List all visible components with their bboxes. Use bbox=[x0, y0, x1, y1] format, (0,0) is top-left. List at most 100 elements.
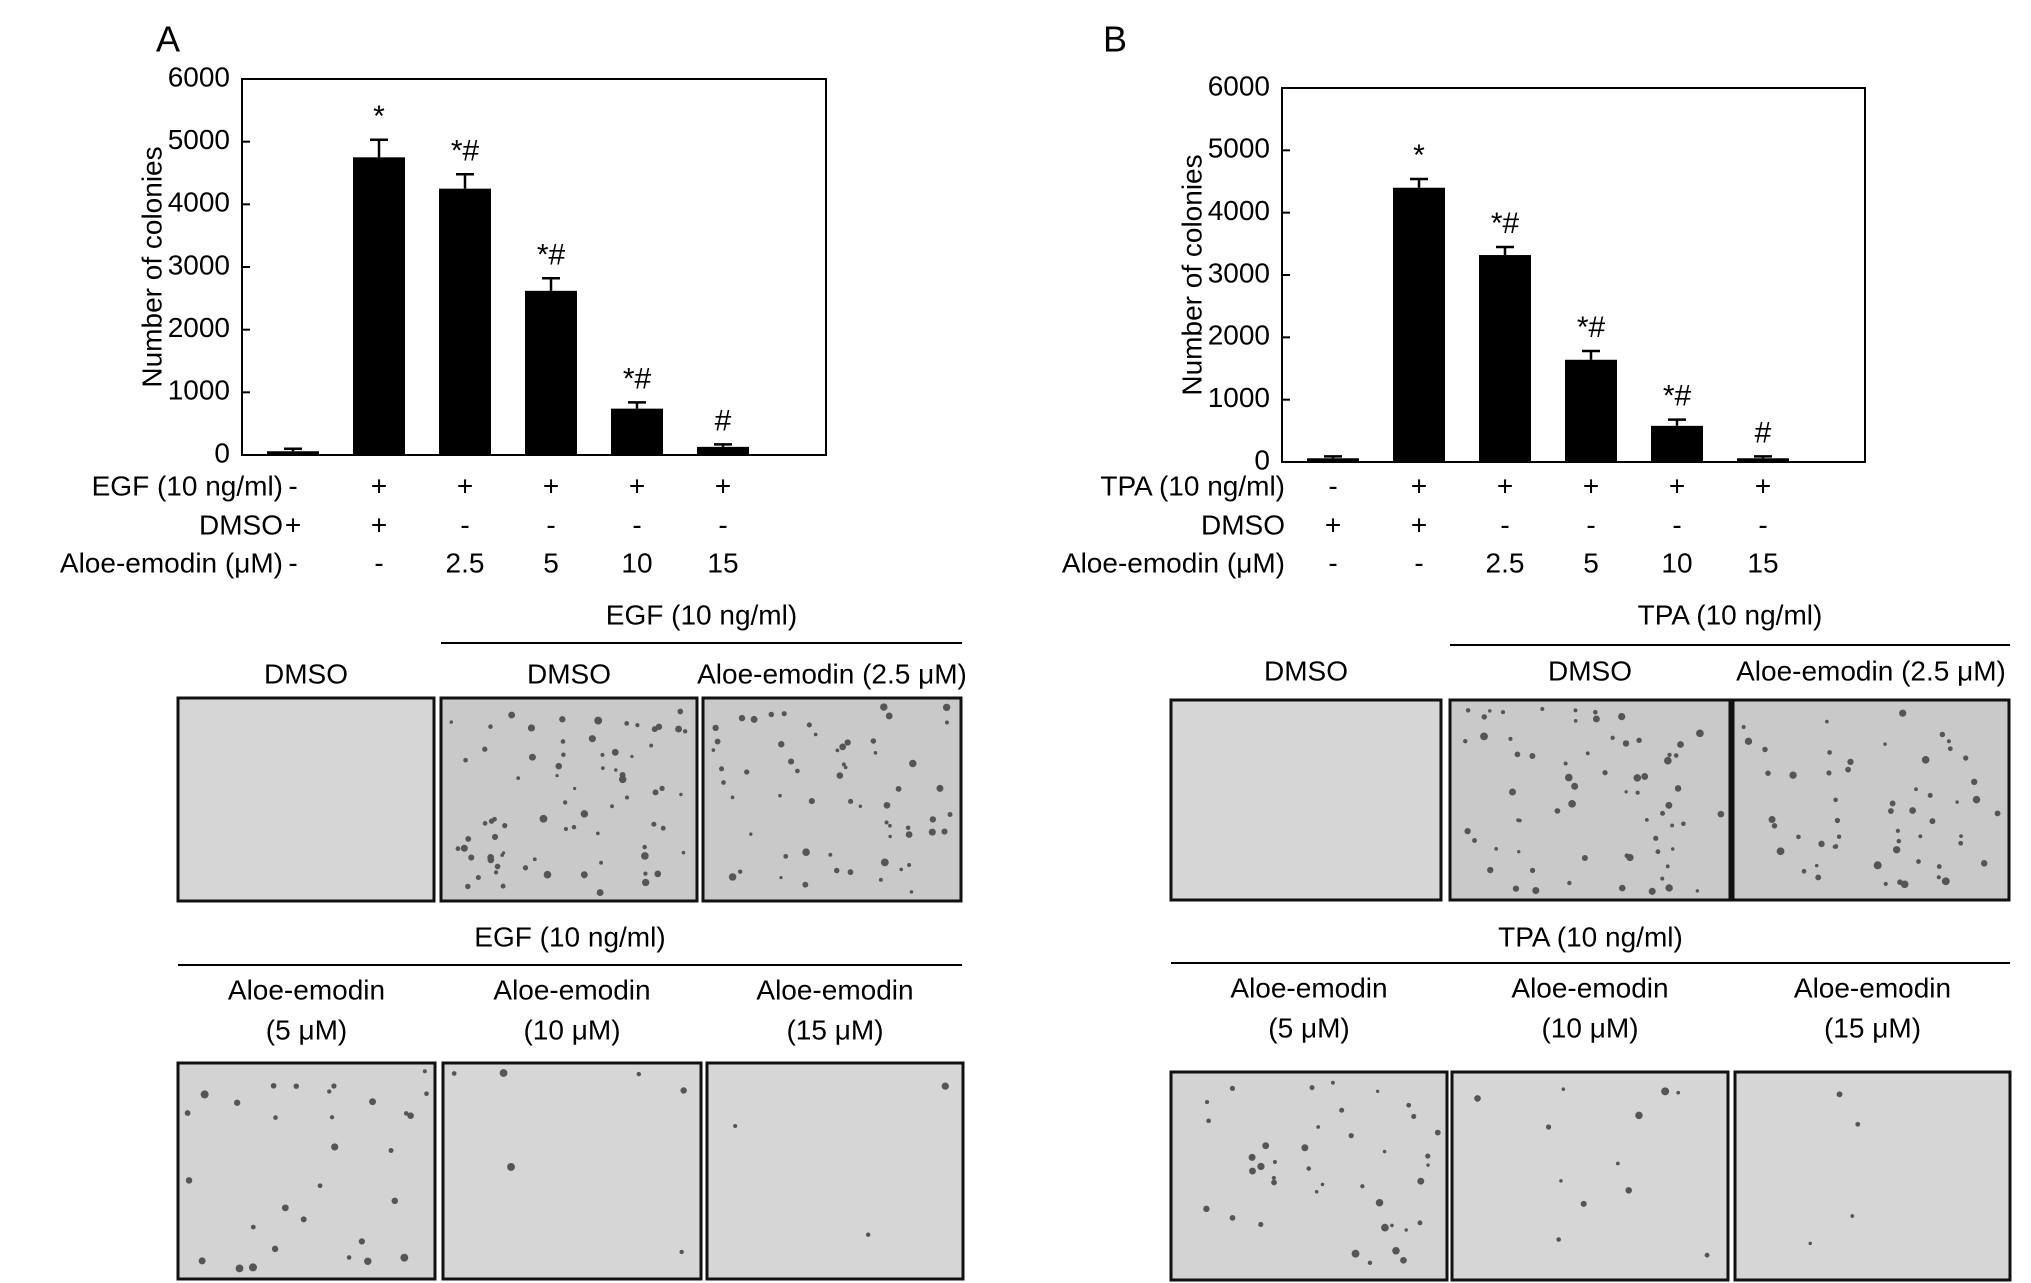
treatment-cell: 15 bbox=[1747, 547, 1778, 578]
colony-dot bbox=[711, 748, 716, 752]
colony-dot bbox=[880, 858, 889, 867]
significance-mark: *# bbox=[1491, 207, 1520, 240]
y-tick-label: 3000 bbox=[1208, 257, 1270, 288]
colony-dot bbox=[482, 821, 488, 826]
micrograph-image bbox=[701, 696, 963, 903]
y-tick-label: 1000 bbox=[168, 375, 230, 406]
colony-dot bbox=[346, 1255, 352, 1260]
colony-dot bbox=[1592, 709, 1598, 715]
colony-dot bbox=[1771, 823, 1778, 829]
colony-dot bbox=[1660, 810, 1666, 816]
colony-dot bbox=[235, 1264, 244, 1273]
colony-dot bbox=[781, 711, 787, 717]
image-label: (15 μM) bbox=[786, 1014, 883, 1045]
treatment-cell: + bbox=[371, 470, 387, 501]
colony-dot bbox=[618, 775, 627, 784]
colony-dot bbox=[1914, 787, 1918, 792]
colony-dot bbox=[1855, 1121, 1861, 1127]
colony-dot bbox=[1580, 1200, 1587, 1207]
treatment-cell: - bbox=[1758, 509, 1767, 540]
colony-dot bbox=[635, 723, 640, 728]
colony-dot bbox=[1681, 821, 1686, 827]
treatment-cell: + bbox=[1583, 470, 1599, 501]
treatment-cell: - bbox=[460, 509, 469, 540]
colony-dot bbox=[1971, 778, 1978, 786]
colony-dot bbox=[488, 724, 493, 729]
image-label: Aloe-emodin (2.5 μM) bbox=[697, 658, 967, 689]
colony-dot bbox=[883, 801, 891, 809]
colony-dot bbox=[1610, 735, 1615, 740]
colony-dot bbox=[588, 735, 596, 743]
colony-dot bbox=[1921, 756, 1930, 764]
colony-dot bbox=[936, 784, 944, 792]
colony-dot bbox=[1585, 751, 1590, 756]
colony-dot bbox=[1301, 1144, 1309, 1152]
colony-dot bbox=[1762, 746, 1768, 753]
colony-dot bbox=[1717, 810, 1725, 818]
colony-dot bbox=[270, 1082, 277, 1089]
colony-dot bbox=[1673, 753, 1679, 758]
colony-dot bbox=[559, 716, 566, 723]
colony-dot bbox=[1641, 773, 1649, 780]
colony-dot bbox=[778, 741, 785, 748]
colony-dot bbox=[1271, 1175, 1276, 1181]
colony-dot bbox=[1564, 773, 1573, 782]
colony-dot bbox=[788, 758, 795, 765]
colony-dot bbox=[331, 1143, 339, 1151]
colony-dot bbox=[677, 708, 684, 715]
colony-dot bbox=[1883, 881, 1888, 886]
colony-dot bbox=[1508, 736, 1513, 741]
significance-mark: *# bbox=[537, 238, 566, 271]
colony-dot bbox=[1545, 1124, 1552, 1130]
colony-dot bbox=[460, 844, 468, 852]
colony-dot bbox=[516, 776, 521, 781]
treatment-cell: 15 bbox=[707, 547, 738, 578]
colony-dot bbox=[1676, 1090, 1681, 1095]
y-axis-label: Number of colonies bbox=[1176, 154, 1207, 395]
colony-dot bbox=[651, 821, 657, 827]
y-axis-label: Number of colonies bbox=[136, 146, 167, 387]
treatment-cell: + bbox=[1411, 509, 1427, 540]
treatment-cell: 10 bbox=[1661, 547, 1692, 578]
colony-dot bbox=[250, 1224, 256, 1230]
bar bbox=[697, 446, 749, 455]
treatment-cell: - bbox=[1328, 470, 1337, 501]
y-tick-label: 4000 bbox=[1208, 195, 1270, 226]
colony-dot bbox=[778, 793, 782, 798]
colony-dot bbox=[833, 867, 840, 874]
colony-dot bbox=[532, 857, 537, 862]
colony-dot bbox=[682, 729, 688, 734]
colony-dot bbox=[1488, 709, 1492, 713]
bar bbox=[611, 408, 663, 455]
treatment-row-label: DMSO bbox=[1201, 509, 1285, 540]
treatment-row-label: Aloe-emodin (μM) bbox=[1062, 547, 1285, 578]
colony-dot bbox=[1481, 714, 1487, 720]
colony-dot bbox=[391, 1197, 399, 1205]
bar bbox=[1737, 458, 1789, 462]
colony-dot bbox=[493, 870, 499, 875]
colony-dot bbox=[1563, 761, 1568, 766]
image-row-header: EGF (10 ng/ml) bbox=[606, 599, 797, 630]
colony-dot bbox=[488, 818, 495, 824]
treatment-cell: - bbox=[1586, 509, 1595, 540]
treatment-cell: - bbox=[632, 509, 641, 540]
colony-dot bbox=[1955, 800, 1959, 804]
colony-dot bbox=[573, 786, 577, 791]
colony-dot bbox=[1203, 1205, 1210, 1213]
colony-dot bbox=[1622, 740, 1630, 747]
colony-dot bbox=[1400, 1256, 1407, 1264]
colony-dot bbox=[1390, 1223, 1394, 1228]
bar bbox=[1307, 458, 1359, 462]
image-label: DMSO bbox=[1264, 655, 1348, 686]
colony-dot bbox=[1626, 853, 1634, 862]
image-label: Aloe-emodin bbox=[493, 974, 650, 1005]
y-tick-label: 5000 bbox=[1208, 133, 1270, 164]
colony-dot bbox=[185, 1177, 193, 1184]
colony-dot bbox=[502, 823, 508, 829]
significance-mark: *# bbox=[623, 362, 652, 395]
micrograph-image bbox=[705, 1061, 965, 1281]
colony-dot bbox=[1674, 785, 1682, 792]
colony-dot bbox=[1814, 863, 1819, 868]
colony-dot bbox=[424, 1091, 429, 1097]
micrograph-image bbox=[1169, 1070, 1449, 1282]
